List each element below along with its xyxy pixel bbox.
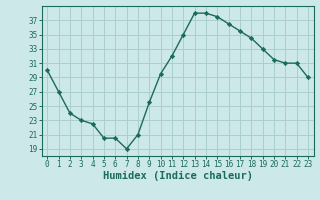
X-axis label: Humidex (Indice chaleur): Humidex (Indice chaleur) [103, 171, 252, 181]
